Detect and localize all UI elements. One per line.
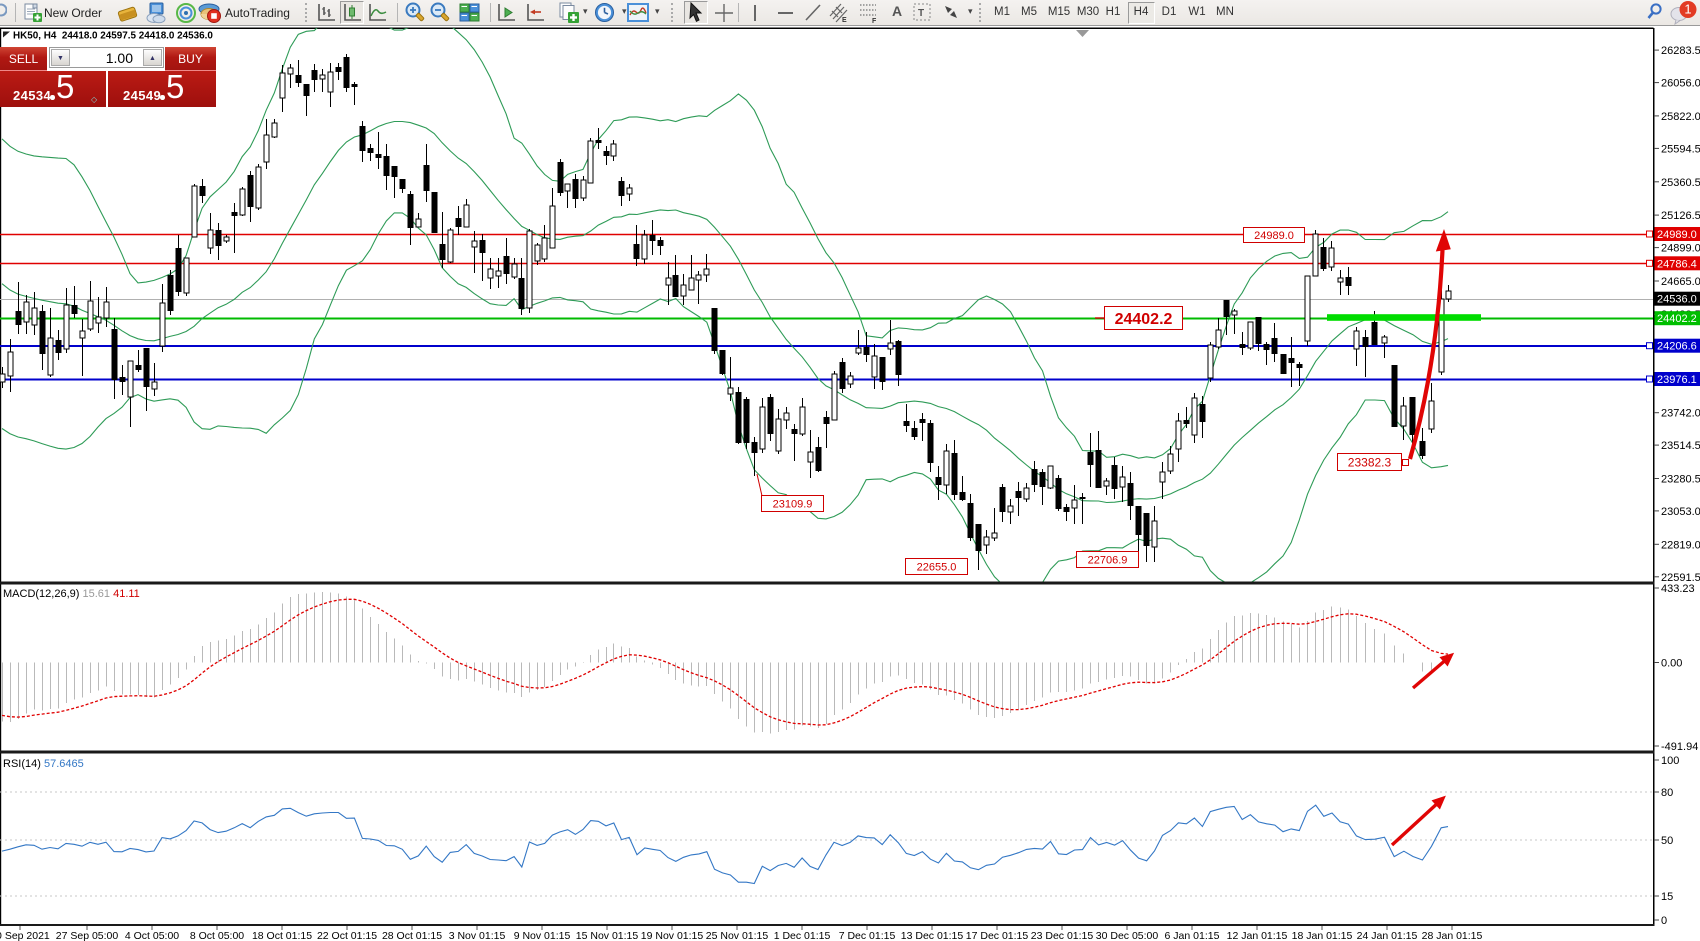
svg-text:23742.0: 23742.0: [1661, 408, 1700, 420]
svg-text:HK50, H4 24418.0 24597.5 2441: HK50, H4 24418.0 24597.5 24418.0 24536.0: [13, 31, 213, 42]
svg-text:24402.2: 24402.2: [1657, 313, 1697, 325]
svg-text:22 Oct 01:15: 22 Oct 01:15: [317, 930, 377, 941]
svg-text:27 Sep 05:00: 27 Sep 05:00: [56, 930, 119, 941]
svg-text:0: 0: [1661, 915, 1667, 927]
svg-text:22706.9: 22706.9: [1088, 555, 1128, 567]
svg-text:24899.0: 24899.0: [1661, 243, 1700, 255]
svg-text:12 Jan 01:15: 12 Jan 01:15: [1227, 930, 1288, 941]
svg-text:24206.6: 24206.6: [1657, 341, 1697, 353]
svg-text:9 Nov 01:15: 9 Nov 01:15: [514, 930, 571, 941]
svg-text:18 Oct 01:15: 18 Oct 01:15: [252, 930, 312, 941]
svg-text:17 Dec 01:15: 17 Dec 01:15: [966, 930, 1029, 941]
svg-text:-491.94: -491.94: [1661, 741, 1698, 753]
svg-text:23109.9: 23109.9: [773, 499, 813, 511]
svg-text:18 Jan 01:15: 18 Jan 01:15: [1292, 930, 1353, 941]
svg-text:24536.0: 24536.0: [1657, 294, 1697, 306]
svg-text:7 Dec 01:15: 7 Dec 01:15: [839, 930, 896, 941]
svg-text:15 Nov 01:15: 15 Nov 01:15: [576, 930, 639, 941]
svg-text:8 Oct 05:00: 8 Oct 05:00: [190, 930, 244, 941]
svg-text:23280.5: 23280.5: [1661, 474, 1700, 486]
svg-text:25594.5: 25594.5: [1661, 143, 1700, 155]
svg-text:F: F: [872, 18, 877, 24]
svg-text:25822.0: 25822.0: [1661, 111, 1700, 123]
svg-text:E: E: [842, 17, 847, 24]
svg-text:23053.0: 23053.0: [1661, 506, 1700, 518]
svg-text:13 Dec 01:15: 13 Dec 01:15: [901, 930, 964, 941]
svg-text:50: 50: [1661, 835, 1673, 847]
svg-text:15: 15: [1661, 891, 1673, 903]
svg-text:22591.5: 22591.5: [1661, 572, 1700, 584]
svg-text:24786.4: 24786.4: [1657, 258, 1697, 270]
svg-text:26283.5: 26283.5: [1661, 45, 1700, 57]
svg-text:24989.0: 24989.0: [1254, 230, 1294, 242]
svg-text:20 Sep 2021: 20 Sep 2021: [0, 930, 50, 941]
svg-text:24989.0: 24989.0: [1657, 229, 1697, 241]
svg-text:23976.1: 23976.1: [1657, 374, 1697, 386]
svg-text:26056.0: 26056.0: [1661, 78, 1700, 90]
svg-text:23 Dec 01:15: 23 Dec 01:15: [1031, 930, 1094, 941]
svg-text:24402.2: 24402.2: [1115, 311, 1173, 328]
svg-text:19 Nov 01:15: 19 Nov 01:15: [641, 930, 704, 941]
svg-text:T: T: [918, 8, 924, 19]
svg-text:25126.5: 25126.5: [1661, 210, 1700, 222]
svg-text:MACD(12,26,9) 15.61 41.11: MACD(12,26,9) 15.61 41.11: [3, 588, 140, 600]
svg-text:3 Nov 01:15: 3 Nov 01:15: [449, 930, 506, 941]
svg-text:1: 1: [1684, 2, 1691, 17]
svg-text:28 Jan 01:15: 28 Jan 01:15: [1422, 930, 1483, 941]
svg-text:1 Dec 01:15: 1 Dec 01:15: [774, 930, 831, 941]
svg-text:RSI(14) 57.6465: RSI(14) 57.6465: [3, 758, 84, 770]
svg-text:24 Jan 01:15: 24 Jan 01:15: [1357, 930, 1418, 941]
svg-text:80: 80: [1661, 787, 1673, 799]
svg-text:28 Oct 01:15: 28 Oct 01:15: [382, 930, 442, 941]
svg-text:24665.0: 24665.0: [1661, 276, 1700, 288]
svg-text:25360.5: 25360.5: [1661, 177, 1700, 189]
svg-text:6 Jan 01:15: 6 Jan 01:15: [1165, 930, 1220, 941]
svg-text:4 Oct 05:00: 4 Oct 05:00: [125, 930, 179, 941]
svg-text:100: 100: [1661, 755, 1679, 767]
svg-text:22655.0: 22655.0: [917, 562, 957, 574]
svg-text:30 Dec 05:00: 30 Dec 05:00: [1096, 930, 1159, 941]
svg-text:23382.3: 23382.3: [1348, 455, 1392, 469]
svg-text:23514.5: 23514.5: [1661, 440, 1700, 452]
svg-text:25 Nov 01:15: 25 Nov 01:15: [706, 930, 769, 941]
svg-text:433.23: 433.23: [1661, 583, 1695, 595]
svg-text:0.00: 0.00: [1661, 658, 1682, 670]
svg-text:22819.0: 22819.0: [1661, 539, 1700, 551]
